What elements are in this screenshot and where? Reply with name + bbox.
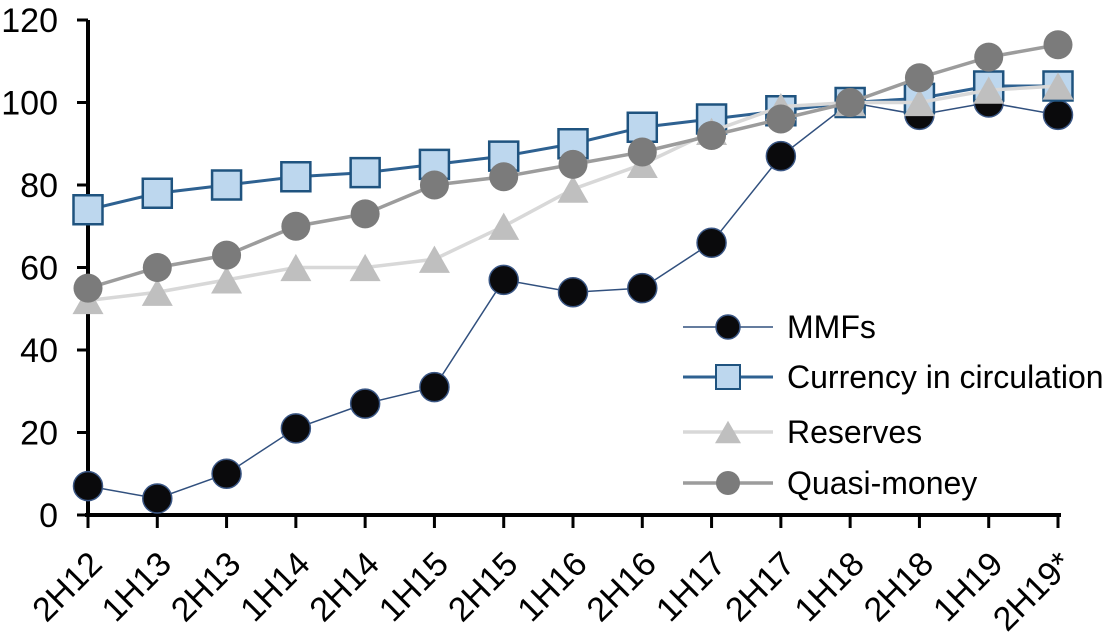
- legend-item-quasi-money: Quasi-money: [683, 465, 977, 501]
- legend-label-quasi-money: Quasi-money: [787, 465, 977, 501]
- series-layer: [72, 30, 1074, 514]
- data-point-reserves-1h15: [418, 245, 450, 273]
- y-tick-label: 100: [1, 85, 58, 123]
- data-point-quasi-money-2h13: [212, 240, 242, 270]
- data-point-quasi-money-1h15: [419, 170, 449, 200]
- data-point-mmfs-2h14: [349, 388, 381, 419]
- data-point-mmfs-1h15: [419, 371, 450, 403]
- x-tick-label-1h15: 1H15: [372, 545, 456, 629]
- data-point-reserves-1h16: [557, 175, 589, 203]
- legend-marker-quasi-money: [716, 471, 740, 495]
- data-point-currency-in-circulation-2h12: [72, 194, 104, 226]
- legend-marker-mmfs: [715, 314, 741, 340]
- data-point-quasi-money-2h19: [1043, 30, 1073, 60]
- x-tick-label-2h16: 2H16: [580, 545, 664, 629]
- data-point-quasi-money-2h17: [766, 104, 796, 134]
- data-point-mmfs-1h14: [280, 413, 312, 444]
- data-point-reserves-1h14: [280, 253, 312, 282]
- x-tick-label-2h13: 2H13: [164, 545, 248, 629]
- data-point-mmfs-2h13: [211, 458, 242, 489]
- data-point-quasi-money-2h16: [627, 137, 657, 167]
- data-point-reserves-2h18: [903, 88, 935, 117]
- data-point-reserves-1h13: [141, 278, 173, 306]
- data-point-quasi-money-1h17: [697, 121, 727, 150]
- legend-label-currency-in-circulation: Currency in circulation: [787, 359, 1104, 395]
- data-point-quasi-money-1h18: [835, 88, 865, 117]
- data-point-mmfs-1h17: [696, 227, 727, 258]
- x-tick-label-1h16: 1H16: [510, 545, 594, 629]
- data-point-currency-in-circulation-2h15: [487, 140, 520, 172]
- legend-item-mmfs: MMFs: [683, 309, 876, 345]
- x-tick-label-2h18: 2H18: [857, 545, 941, 629]
- y-tick-label: 80: [20, 167, 58, 205]
- data-point-mmfs-2h19: [1042, 99, 1074, 131]
- data-point-reserves-2h13: [211, 266, 243, 294]
- data-point-reserves-2h19: [1042, 72, 1074, 100]
- data-point-quasi-money-2h14: [350, 199, 380, 229]
- x-tick-label-1h13: 1H13: [95, 545, 179, 629]
- data-point-currency-in-circulation-1h14: [280, 161, 312, 193]
- data-point-currency-in-circulation-1h13: [141, 177, 174, 209]
- y-tick-label: 20: [20, 415, 58, 453]
- data-point-quasi-money-1h13: [142, 253, 172, 282]
- legend-label-reserves: Reserves: [787, 414, 922, 450]
- data-point-quasi-money-2h12: [73, 273, 103, 303]
- data-point-currency-in-circulation-2h13: [210, 169, 243, 201]
- series-quasi-money: [73, 30, 1073, 303]
- x-tick-label-1h17: 1H17: [649, 545, 733, 629]
- y-tick-label: 60: [20, 250, 58, 288]
- x-tick-label-2h17: 2H17: [718, 545, 802, 629]
- x-tick-label-2h19: 2H19*: [986, 545, 1080, 639]
- legend-label-mmfs: MMFs: [787, 309, 876, 345]
- data-point-quasi-money-1h14: [281, 211, 311, 241]
- x-tick-label-1h18: 1H18: [787, 545, 871, 629]
- data-point-mmfs-2h15: [488, 264, 519, 296]
- legend-marker-reserves: [715, 420, 741, 444]
- data-point-currency-in-circulation-2h16: [626, 111, 659, 143]
- data-point-mmfs-2h16: [627, 272, 658, 304]
- chart-legend: MMFs Currency in circulation Reserves Quasi…: [683, 309, 1104, 501]
- data-point-quasi-money-1h16: [558, 149, 588, 179]
- data-point-reserves-1h19: [973, 76, 1005, 104]
- data-point-mmfs-2h12: [72, 470, 104, 502]
- x-tick-label-2h15: 2H15: [441, 545, 525, 629]
- data-point-quasi-money-1h19: [974, 42, 1004, 72]
- data-point-quasi-money-2h18: [904, 63, 934, 93]
- legend-marker-currency-in-circulation: [715, 364, 741, 390]
- data-point-mmfs-2h17: [765, 140, 797, 172]
- data-point-quasi-money-2h15: [489, 162, 519, 192]
- y-tick-label: 0: [39, 497, 58, 535]
- data-point-mmfs-1h13: [142, 483, 173, 514]
- data-point-currency-in-circulation-2h14: [349, 156, 381, 189]
- legend-item-reserves: Reserves: [683, 414, 922, 450]
- data-point-reserves-2h15: [488, 212, 520, 240]
- x-tick-label-2h12: 2H12: [25, 545, 109, 629]
- x-tick-label-2h14: 2H14: [302, 545, 386, 629]
- x-tick-label-1h14: 1H14: [233, 545, 317, 629]
- y-tick-label: 120: [1, 2, 58, 40]
- y-tick-label: 40: [20, 332, 58, 370]
- legend-item-currency-in-circulation: Currency in circulation: [683, 359, 1104, 395]
- data-point-mmfs-1h16: [557, 277, 589, 308]
- data-point-reserves-2h14: [349, 253, 381, 282]
